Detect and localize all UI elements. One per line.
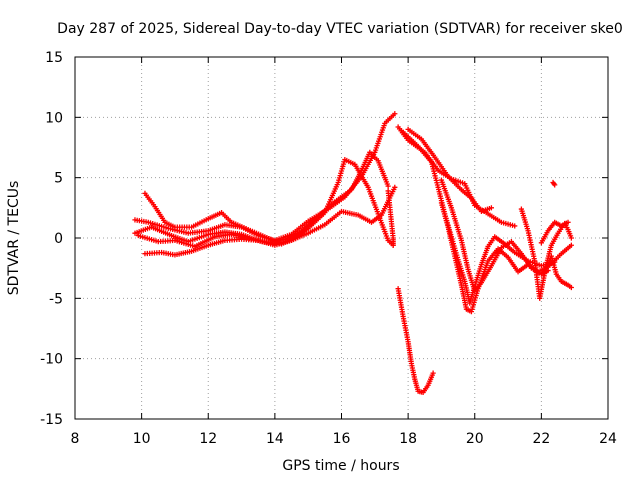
series-track-7 [398,128,558,306]
data-point [568,284,574,291]
y-tick-label: 15 [45,50,63,66]
series-track-15 [385,188,396,248]
series-track-13 [542,253,574,291]
axis-ticks [74,56,609,420]
series-track-11 [518,206,574,301]
data-point [552,182,558,188]
y-tick-label: 0 [54,231,63,247]
x-tick-label: 16 [333,431,351,447]
y-tick-label: -15 [40,412,63,428]
data-point [312,217,318,223]
data-point [392,184,398,190]
y-tick-label: 5 [54,171,63,187]
x-tick-label: 12 [199,431,217,447]
data-point [568,242,574,248]
series-track-12 [538,219,571,246]
y-tick-label: -5 [49,291,63,307]
series-track-8 [405,126,495,215]
data-point [390,242,396,248]
x-tick-label: 24 [599,431,617,447]
data-point [512,223,518,229]
series-track-16 [550,179,558,188]
x-tick-labels: 8 10 12 14 16 18 20 22 24 [71,431,617,447]
x-tick-label: 14 [266,431,284,447]
data-point [430,370,436,376]
data-point [385,183,391,189]
series-track-2 [132,156,396,248]
data-points [132,111,574,396]
series-track-10 [438,177,551,294]
x-axis-label: GPS time / hours [282,458,399,474]
series-track-5 [142,190,318,247]
data-point [392,111,398,117]
x-tick-label: 18 [399,431,417,447]
series-track-4 [142,184,398,258]
y-axis-label: SDTVAR / TECUs [6,181,22,296]
grid [75,57,608,419]
y-tick-labels: -15 -10 -5 0 5 10 15 [40,50,63,428]
data-point [568,235,574,241]
x-tick-label: 20 [466,431,484,447]
data-point [488,205,495,211]
data-point [565,219,571,225]
chart-title: Day 287 of 2025, Sidereal Day-to-day VTE… [57,21,623,37]
x-tick-label: 22 [532,431,550,447]
series-track-14 [395,286,436,396]
x-tick-label: 8 [71,431,80,447]
y-tick-label: -10 [40,352,63,368]
y-tick-label: 10 [45,110,63,126]
x-tick-label: 10 [133,431,151,447]
